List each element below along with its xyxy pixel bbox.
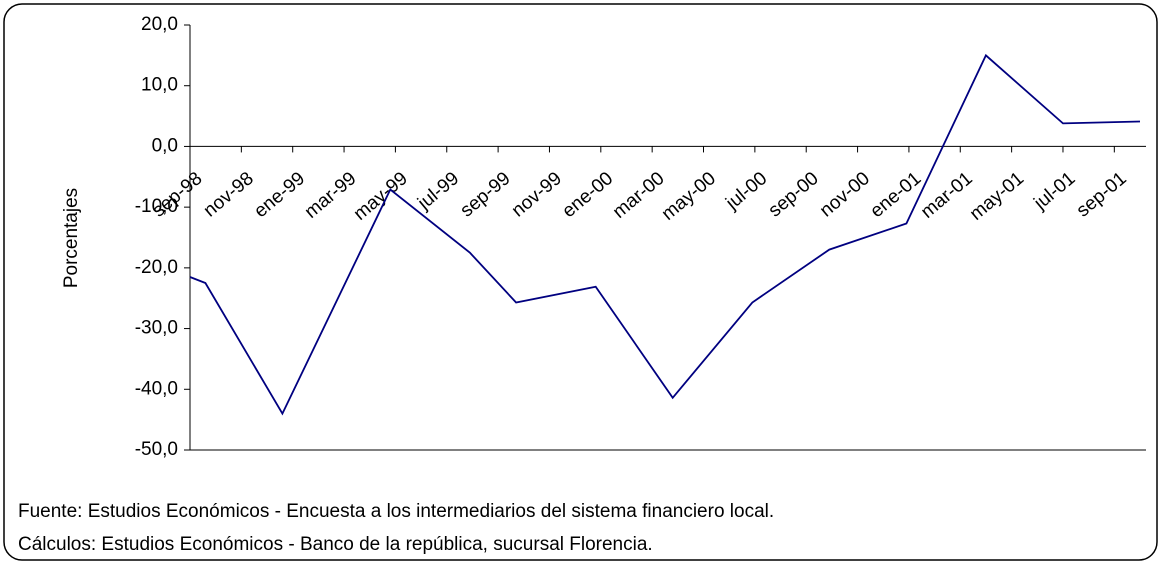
y-tick-label: 10,0 [141,75,178,96]
y-tick-label: -10,0 [135,196,178,217]
y-tick-label: -50,0 [135,439,178,460]
line [189,53,1141,416]
y-tick-label: 20,0 [141,14,178,35]
y-tick-label: -40,0 [135,378,178,399]
y-tick-label: 0,0 [152,135,178,156]
y-tick-label: -30,0 [135,318,178,339]
source-note: Fuente: Estudios Económicos - Encuesta a… [18,501,774,522]
calc-note: Cálculos: Estudios Económicos - Banco de… [18,534,653,555]
y-tick-label: -20,0 [135,257,178,278]
frame [3,3,1158,561]
y-axis-label: Porcentajes [61,188,82,288]
